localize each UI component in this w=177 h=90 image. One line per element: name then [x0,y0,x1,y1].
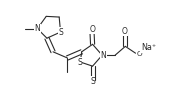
Text: S: S [77,58,82,67]
Text: S: S [90,77,95,86]
Text: Na⁺: Na⁺ [141,43,156,52]
Text: O⁻: O⁻ [137,51,146,57]
Text: N: N [35,24,40,33]
Text: N: N [100,51,106,60]
Text: S: S [59,28,64,37]
Text: O: O [90,25,96,34]
Text: O: O [122,27,128,36]
